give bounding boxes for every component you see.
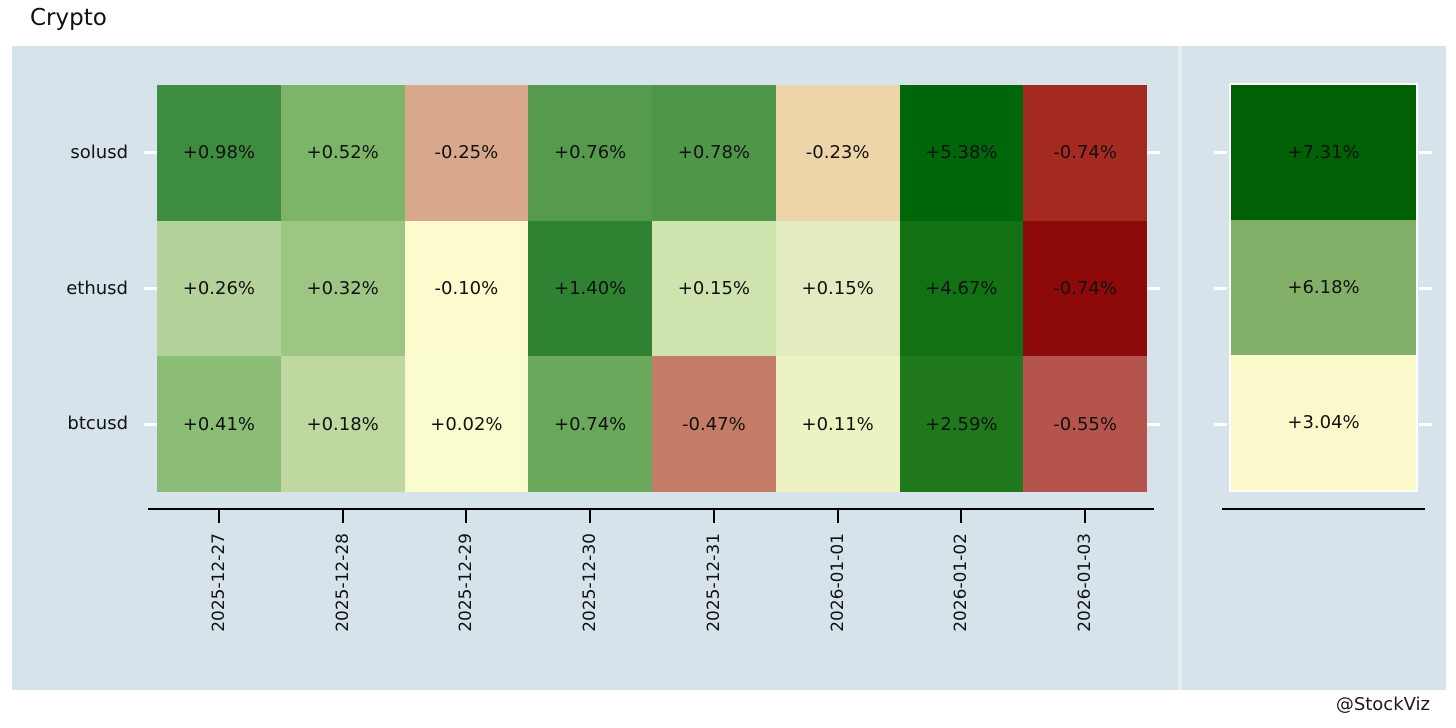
y-tick [144,151,157,155]
panel-divider [1178,46,1182,690]
total-cell: +7.31% [1231,85,1416,220]
x-axis-date-label: 2025-12-30 [580,533,601,632]
y-tick [1147,422,1160,426]
x-tick [712,510,715,523]
y-tick [1419,287,1432,290]
x-axis-date-label: 2025-12-31 [703,533,724,632]
x-axis-line-totals [1222,508,1425,510]
heatmap-cell: +0.15% [652,220,776,357]
x-tick [589,510,592,523]
heatmap-cell: +0.32% [280,220,405,357]
heatmap-cell: -0.55% [1023,356,1147,492]
heatmap-cell: +1.40% [528,220,652,357]
watermark: @StockViz [1335,694,1430,715]
x-axis-date-label: 2025-12-28 [332,533,353,632]
x-axis-line-main [148,508,1154,510]
x-tick [1084,510,1087,523]
y-tick [144,287,157,290]
y-tick [1214,422,1227,426]
y-tick [1214,151,1227,155]
heatmap-cell: +0.15% [775,220,900,357]
row-label-btcusd: btcusd [67,413,128,435]
x-tick [217,510,220,523]
heatmap-cell: -0.10% [404,220,529,357]
heatmap-cell: +2.59% [899,356,1024,492]
heatmap-cell: +5.38% [899,85,1024,221]
x-tick [836,510,839,523]
heatmap-cell: +0.98% [157,85,281,221]
heatmap-cell: -0.23% [775,85,900,221]
total-cell: +6.18% [1231,220,1416,355]
y-tick [1147,287,1160,290]
x-axis-date-label: 2026-01-01 [827,533,848,632]
returns-heatmap: +0.98% +0.52% -0.25% +0.76% +0.78% -0.23% +5.3… [157,85,1147,492]
heatmap-cell: +4.67% [899,220,1024,357]
y-tick [1214,287,1227,290]
heatmap-cell: +0.26% [157,220,281,357]
x-tick [341,510,344,523]
x-axis-date-label: 2026-01-03 [1075,533,1096,632]
heatmap-cell: +0.78% [652,85,776,221]
x-tick [960,510,963,523]
x-axis-date-label: 2026-01-02 [951,533,972,632]
totals-column: +7.31% +6.18% +3.04% [1229,83,1418,492]
heatmap-cell: +0.76% [528,85,652,221]
x-axis-date-label: 2025-12-27 [208,533,229,632]
x-axis-date-label: 2025-12-29 [456,533,477,632]
chart-title: Crypto [30,5,107,31]
x-tick [465,510,468,523]
heatmap-cell: -0.25% [404,85,529,221]
heatmap-cell: -0.74% [1023,220,1147,357]
heatmap-cell: +0.11% [775,356,900,492]
row-label-ethusd: ethusd [66,277,128,299]
heatmap-cell: +0.41% [157,356,281,492]
y-tick [1147,151,1160,155]
y-tick [1419,422,1432,426]
heatmap-cell: +0.02% [404,356,529,492]
y-tick [144,422,157,426]
heatmap-cell: +0.18% [280,356,405,492]
heatmap-cell: -0.74% [1023,85,1147,221]
heatmap-cell: -0.47% [652,356,776,492]
heatmap-cell: +0.52% [280,85,405,221]
total-cell: +3.04% [1231,355,1416,490]
y-tick [1419,151,1432,155]
row-label-solusd: solusd [70,141,128,163]
heatmap-cell: +0.74% [528,356,652,492]
